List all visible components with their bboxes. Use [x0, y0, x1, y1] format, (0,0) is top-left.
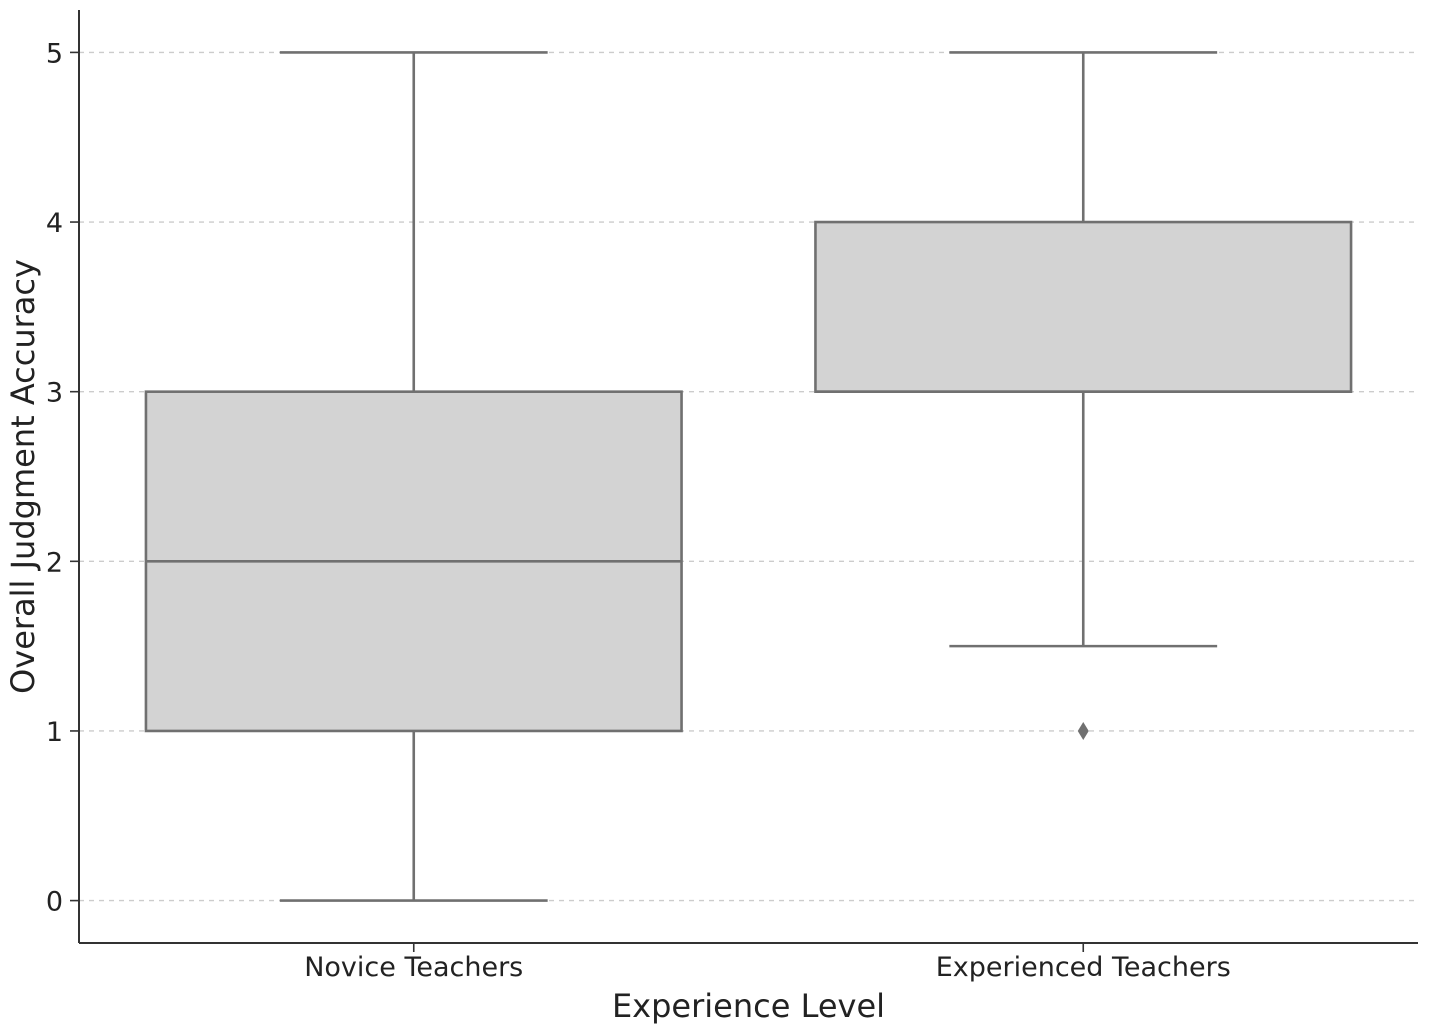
y-tick-label: 1	[46, 717, 63, 748]
outlier-point	[1077, 721, 1089, 740]
y-tick-label: 3	[46, 378, 63, 409]
y-axis-title: Overall Judgment Accuracy	[4, 259, 42, 694]
box-layer	[144, 51, 1353, 902]
y-tick-label: 2	[46, 547, 63, 578]
y-tick-label: 0	[46, 887, 63, 918]
axis-layer	[78, 10, 1418, 944]
x-tick-label: Novice Teachers	[304, 952, 523, 983]
iqr-box	[814, 220, 1353, 393]
tick-layer: 0 1 2 3 4 5 Novice Teachers Experienced Teacher…	[46, 38, 1231, 983]
x-axis-title: Experience Level	[612, 987, 885, 1025]
x-tick-label: Experienced Teachers	[936, 952, 1231, 983]
y-tick-label: 4	[46, 208, 63, 239]
y-tick-label: 5	[46, 38, 63, 69]
